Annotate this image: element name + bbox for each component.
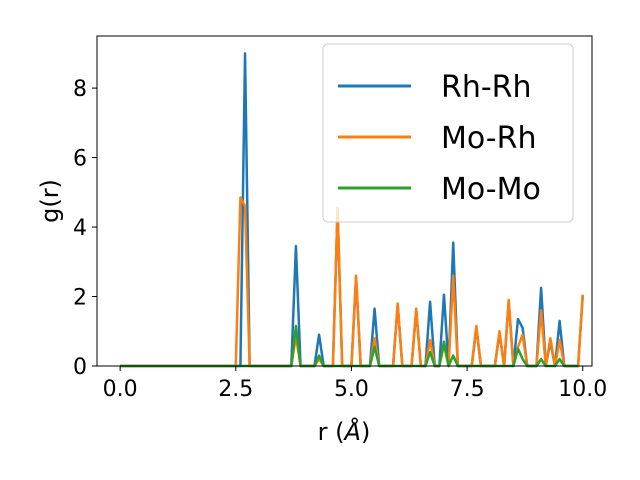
- axes-frame: [96, 35, 593, 367]
- x-tick-label: 2.5: [218, 377, 253, 402]
- x-tick-label: 0.0: [103, 377, 138, 402]
- legend-label-mo-mo: Mo-Mo: [441, 172, 541, 207]
- y-tick-label: 0: [73, 355, 87, 380]
- y-axis: 0 2 4 6 8: [73, 77, 97, 380]
- y-tick-label: 6: [73, 147, 87, 172]
- legend: Rh-Rh Mo-Rh Mo-Mo: [322, 43, 574, 223]
- y-axis-label: g(r): [36, 179, 64, 223]
- legend-box: [322, 43, 574, 223]
- y-tick-label: 8: [73, 77, 87, 102]
- y-tick-label: 4: [73, 216, 87, 241]
- legend-label-mo-rh: Mo-Rh: [441, 121, 536, 156]
- x-axis-label: r (Å): [318, 417, 371, 446]
- y-tick-label: 2: [73, 286, 87, 311]
- x-tick-label: 10.0: [558, 377, 607, 402]
- legend-label-rh-rh: Rh-Rh: [441, 70, 532, 105]
- x-axis: 0.0 2.5 5.0 7.5 10.0: [103, 366, 607, 402]
- x-tick-label: 7.5: [450, 377, 485, 402]
- series-line-mo-mo: [120, 324, 579, 368]
- x-tick-label: 5.0: [334, 377, 369, 402]
